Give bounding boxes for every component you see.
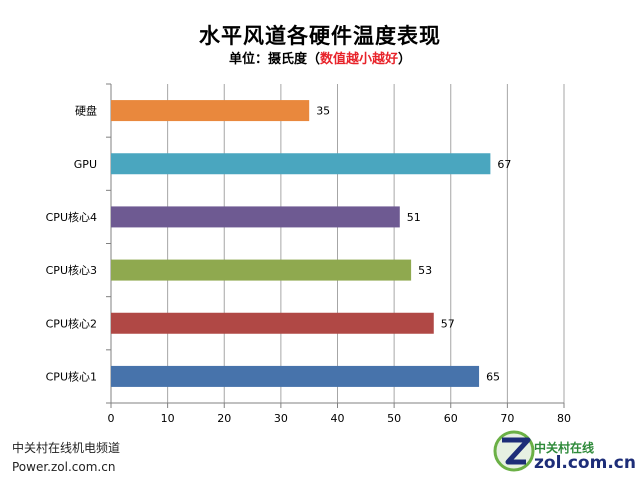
bar [111, 312, 434, 334]
logo-en-text: zol.com.cn [534, 453, 636, 473]
footer-channel: 中关村在线机电频道 [12, 441, 121, 455]
data-label: 67 [497, 158, 511, 171]
chart-title: 水平风道各硬件温度表现 [199, 23, 441, 48]
data-label: 51 [407, 211, 421, 224]
category-label: 硬盘 [75, 104, 97, 118]
x-tick-label: 80 [557, 412, 571, 425]
category-label: CPU核心4 [46, 210, 97, 224]
bar [111, 206, 400, 228]
x-tick-label: 60 [444, 412, 458, 425]
bar [111, 365, 480, 387]
category-label: CPU核心1 [46, 369, 97, 383]
subtitle-highlight: 数值越小越好 [319, 52, 398, 67]
bar [111, 153, 491, 175]
x-tick-label: 10 [161, 412, 175, 425]
data-label: 57 [441, 317, 455, 330]
category-label: CPU核心3 [46, 263, 97, 277]
subtitle-unit: 单位：摄氏度（ [228, 52, 320, 67]
x-tick-label: 40 [331, 412, 345, 425]
footer-url: Power.zol.com.cn [12, 460, 116, 474]
zol-logo [492, 428, 632, 474]
data-label: 35 [316, 105, 330, 118]
logo-cn-text: 中关村在线 [534, 441, 595, 455]
footer-credits: 中关村在线机电频道 Power.zol.com.cn [12, 439, 120, 477]
category-label: GPU [74, 158, 97, 171]
bar [111, 259, 412, 281]
x-tick-label: 20 [217, 412, 231, 425]
data-label: 65 [486, 370, 500, 383]
chart-subtitle: 单位：摄氏度（数值越小越好） [0, 48, 640, 67]
bar [111, 100, 310, 122]
x-tick-label: 70 [500, 412, 514, 425]
category-label: CPU核心2 [46, 316, 97, 330]
subtitle-close: ） [398, 52, 412, 67]
data-label: 53 [418, 264, 432, 277]
zol-z-logo-icon [493, 430, 535, 472]
x-tick-label: 30 [274, 412, 288, 425]
x-tick-label: 50 [387, 412, 401, 425]
x-tick-label: 0 [108, 412, 115, 425]
